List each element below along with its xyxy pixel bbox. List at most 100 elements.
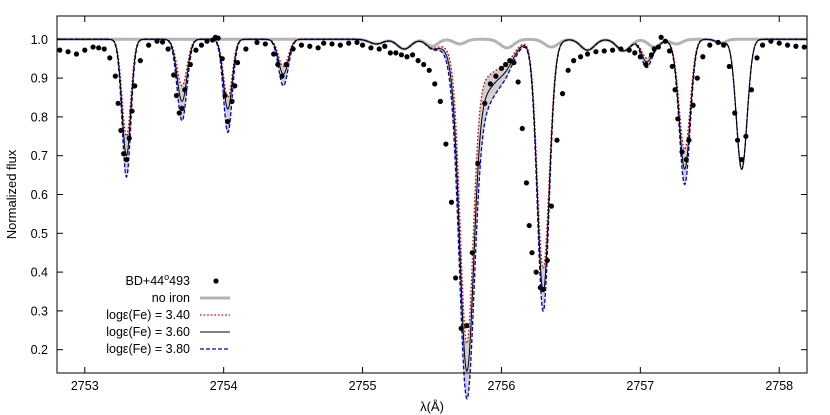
y-tick-label: 0.4 bbox=[31, 266, 48, 280]
observed-point bbox=[618, 46, 624, 52]
observed-point bbox=[421, 61, 427, 68]
observed-point bbox=[112, 73, 118, 79]
observed-point bbox=[359, 42, 366, 48]
observed-point bbox=[523, 180, 530, 186]
observed-points bbox=[57, 34, 807, 331]
observed-point bbox=[482, 100, 488, 106]
series-line-fe340 bbox=[56, 38, 808, 345]
observed-point bbox=[82, 47, 88, 53]
observed-point bbox=[540, 286, 546, 293]
observed-point bbox=[475, 160, 481, 167]
observed-point bbox=[137, 58, 143, 64]
observed-point bbox=[275, 61, 281, 68]
observed-point bbox=[533, 269, 539, 275]
observed-point bbox=[637, 54, 643, 60]
observed-point bbox=[609, 47, 616, 53]
legend-entry-fe340: logε(Fe) = 3.40 bbox=[106, 308, 230, 322]
legend-label-fe380: logε(Fe) = 3.80 bbox=[106, 342, 190, 356]
observed-point bbox=[734, 137, 741, 143]
x-tick-label: 2755 bbox=[349, 379, 377, 393]
observed-point bbox=[632, 50, 638, 56]
observed-point bbox=[393, 50, 399, 56]
series-line-fe360 bbox=[57, 38, 807, 372]
observed-point bbox=[398, 52, 405, 58]
observed-point bbox=[229, 98, 235, 104]
observed-point bbox=[493, 73, 499, 79]
observed-point bbox=[159, 39, 166, 45]
observed-point bbox=[683, 156, 689, 163]
observed-point bbox=[515, 79, 521, 85]
observed-point bbox=[222, 92, 228, 99]
series-layer bbox=[56, 37, 808, 400]
observed-point bbox=[123, 156, 130, 163]
legend-label-observed: BD+44o493 bbox=[126, 272, 190, 288]
observed-point bbox=[601, 48, 607, 54]
observed-point bbox=[198, 42, 205, 48]
observed-point bbox=[648, 52, 655, 58]
observed-point bbox=[548, 203, 555, 209]
legend: BD+44o493 no iron logε(Fe) = 3.40 logε(F… bbox=[106, 272, 230, 356]
y-axis-ticks: 0.2 0.3 0.4 0.5 0.6 0.7 0.8 0.9 1.0 bbox=[31, 33, 807, 357]
observed-point bbox=[707, 42, 713, 48]
series-line-noiron bbox=[56, 37, 808, 53]
observed-point bbox=[743, 133, 749, 139]
x-tick-label: 2753 bbox=[71, 379, 99, 393]
observed-point bbox=[176, 110, 182, 116]
observed-point bbox=[464, 323, 470, 329]
observed-point bbox=[675, 116, 681, 122]
y-tick-label: 1.0 bbox=[31, 33, 48, 47]
observed-point bbox=[290, 46, 296, 52]
observed-point bbox=[584, 51, 591, 57]
observed-point bbox=[511, 59, 517, 66]
observed-point bbox=[694, 75, 700, 81]
observed-point bbox=[776, 40, 782, 46]
observed-point bbox=[768, 38, 774, 44]
observed-point bbox=[107, 55, 113, 61]
observed-point bbox=[193, 47, 199, 53]
observed-point bbox=[559, 91, 566, 97]
observed-point bbox=[404, 54, 410, 60]
observed-point bbox=[96, 45, 102, 51]
observed-point bbox=[662, 38, 668, 44]
observed-point bbox=[503, 61, 509, 68]
observed-point bbox=[801, 44, 807, 50]
y-tick-label: 0.2 bbox=[31, 343, 48, 357]
observed-point bbox=[793, 43, 799, 49]
observed-point bbox=[387, 50, 393, 56]
observed-point bbox=[448, 199, 455, 205]
observed-point bbox=[225, 118, 231, 125]
y-axis-label: Normalized flux bbox=[4, 149, 19, 239]
observed-point bbox=[529, 250, 535, 256]
legend-label-observed-sup: o bbox=[164, 272, 169, 282]
observed-point bbox=[146, 42, 152, 48]
observed-point bbox=[219, 56, 225, 62]
observed-point bbox=[279, 73, 285, 79]
observed-point bbox=[409, 52, 416, 58]
observed-point bbox=[283, 61, 289, 68]
observed-point bbox=[432, 81, 438, 87]
observed-point bbox=[254, 39, 260, 45]
observed-point bbox=[132, 83, 138, 89]
observed-point bbox=[346, 40, 352, 46]
observed-point bbox=[593, 49, 599, 55]
y-tick-label: 0.5 bbox=[31, 227, 48, 241]
observed-point bbox=[57, 47, 63, 53]
observed-point bbox=[565, 67, 571, 73]
observed-point bbox=[187, 61, 193, 68]
observed-point bbox=[748, 87, 755, 93]
observed-point bbox=[690, 102, 696, 108]
observed-point bbox=[415, 58, 421, 64]
observed-point bbox=[215, 35, 221, 41]
observed-point bbox=[458, 325, 464, 331]
legend-entry-fe360: logε(Fe) = 3.60 bbox=[106, 325, 230, 339]
observed-point bbox=[679, 149, 685, 155]
observed-point bbox=[337, 42, 343, 48]
observed-point bbox=[655, 44, 661, 50]
observed-point bbox=[726, 63, 732, 70]
observed-point bbox=[759, 42, 766, 48]
observed-point bbox=[182, 87, 188, 93]
y-tick-label: 0.7 bbox=[31, 149, 48, 163]
observed-point bbox=[426, 67, 432, 73]
observed-point bbox=[90, 44, 96, 50]
observed-point bbox=[204, 38, 210, 44]
